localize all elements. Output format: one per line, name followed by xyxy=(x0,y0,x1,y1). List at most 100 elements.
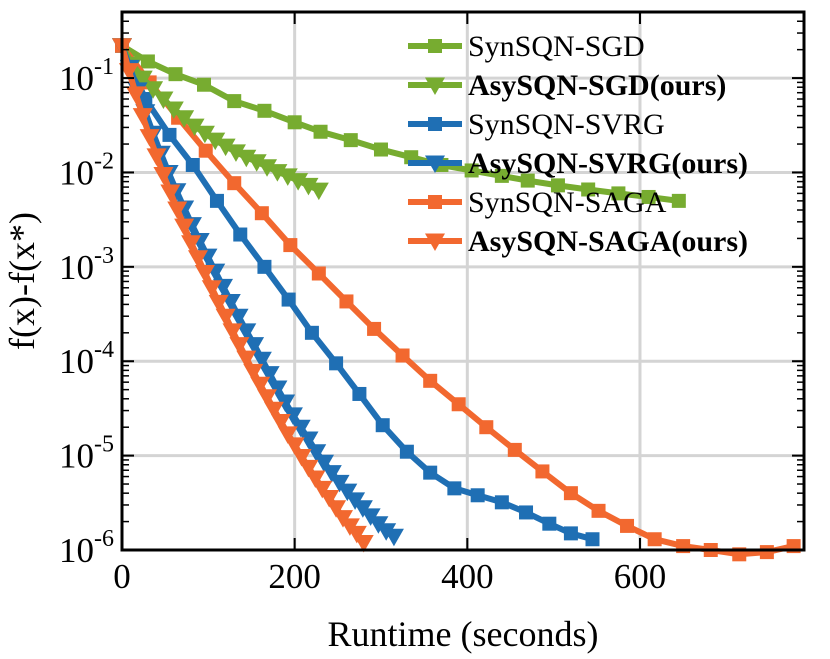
data-point xyxy=(352,386,367,401)
legend-marker xyxy=(428,195,442,209)
data-point xyxy=(277,426,298,444)
data-point xyxy=(319,489,340,508)
data-point xyxy=(194,265,215,283)
data-point xyxy=(246,154,267,172)
data-point xyxy=(228,308,249,327)
y-tick-exponent: -3 xyxy=(94,243,114,269)
data-point xyxy=(174,110,195,128)
data-point xyxy=(447,481,462,496)
data-point xyxy=(641,189,656,204)
data-point xyxy=(314,454,335,473)
data-point xyxy=(283,238,298,253)
data-point xyxy=(254,206,269,221)
y-tick-label: 10-5 xyxy=(59,432,114,476)
legend-label: SynSQN-SAGA xyxy=(468,186,667,219)
data-point xyxy=(383,528,404,547)
data-point xyxy=(353,535,374,553)
data-point xyxy=(236,323,257,341)
data-point xyxy=(198,143,213,158)
data-point xyxy=(162,127,177,142)
data-point xyxy=(257,103,272,118)
data-point xyxy=(647,532,662,547)
data-point xyxy=(620,518,635,533)
legend-label: SynSQN-SGD xyxy=(468,30,645,63)
series-line xyxy=(119,44,396,539)
legend-entry: AsySQN-SVRG(ours) xyxy=(408,147,748,180)
data-point xyxy=(227,94,242,109)
y-axis-title: f(x)-f(x*) xyxy=(2,212,42,350)
data-point xyxy=(305,470,326,488)
data-point xyxy=(311,266,326,281)
data-point xyxy=(187,250,208,268)
data-point xyxy=(163,101,184,120)
y-tick-label: 10-6 xyxy=(59,526,114,570)
data-point xyxy=(375,418,390,433)
data-point xyxy=(339,294,354,309)
legend-marker xyxy=(425,155,445,173)
data-point xyxy=(139,129,160,147)
legend-label: SynSQN-SVRG xyxy=(468,108,665,141)
legend-marker xyxy=(428,39,442,53)
x-tick-label: 600 xyxy=(614,557,667,596)
data-point xyxy=(581,182,596,197)
data-point xyxy=(118,63,139,81)
data-point xyxy=(671,193,686,208)
data-point xyxy=(312,480,333,499)
series-synsqn-sgd xyxy=(115,38,686,208)
data-point xyxy=(290,419,311,438)
data-point xyxy=(205,132,226,151)
data-point xyxy=(236,350,257,369)
x-tick-label: 200 xyxy=(268,557,321,596)
data-point xyxy=(143,81,164,99)
data-point xyxy=(257,159,278,177)
y-tick-base: 10 xyxy=(59,59,94,98)
legend-entry: AsySQN-SAGA(ours) xyxy=(408,225,748,258)
data-point xyxy=(535,464,550,479)
data-point xyxy=(215,308,236,327)
data-point xyxy=(399,444,414,459)
data-point xyxy=(229,337,250,355)
x-axis-title: Runtime (seconds) xyxy=(328,614,599,654)
data-point xyxy=(308,182,329,201)
y-tick-base: 10 xyxy=(59,153,94,192)
data-point xyxy=(132,108,153,126)
data-point xyxy=(298,431,319,449)
data-point xyxy=(451,397,466,412)
x-tick-label: 0 xyxy=(113,557,131,596)
data-point xyxy=(244,337,265,355)
data-point xyxy=(146,148,167,166)
data-point xyxy=(251,351,272,370)
data-point xyxy=(208,294,229,313)
data-point xyxy=(329,474,350,493)
series-layer xyxy=(112,38,801,562)
legend-entry: SynSQN-SVRG xyxy=(408,108,665,141)
y-tick-exponent: -2 xyxy=(94,148,114,174)
data-point xyxy=(167,201,188,220)
x-tick-label: 400 xyxy=(441,557,494,596)
data-point xyxy=(281,292,296,307)
data-point xyxy=(209,193,224,208)
data-point xyxy=(550,178,565,193)
data-point xyxy=(215,138,236,157)
y-tick-label: 10-2 xyxy=(59,148,114,192)
data-point xyxy=(174,218,195,237)
data-point xyxy=(284,437,305,455)
data-point xyxy=(225,144,246,162)
legend-entry: SynSQN-SAGA xyxy=(408,186,667,219)
legend-entry: SynSQN-SGD xyxy=(408,30,645,63)
legend-label: AsySQN-SAGA(ours) xyxy=(468,225,748,258)
data-point xyxy=(470,488,485,503)
data-point xyxy=(277,168,298,186)
data-point xyxy=(298,459,319,478)
data-point xyxy=(520,173,535,188)
data-point xyxy=(507,442,522,457)
data-point xyxy=(243,363,264,382)
data-point xyxy=(519,505,534,520)
data-point xyxy=(194,125,215,144)
data-point xyxy=(153,91,174,110)
legend-marker xyxy=(428,117,442,131)
data-point xyxy=(346,525,367,544)
y-tick-base: 10 xyxy=(59,248,94,287)
data-point xyxy=(423,373,438,388)
